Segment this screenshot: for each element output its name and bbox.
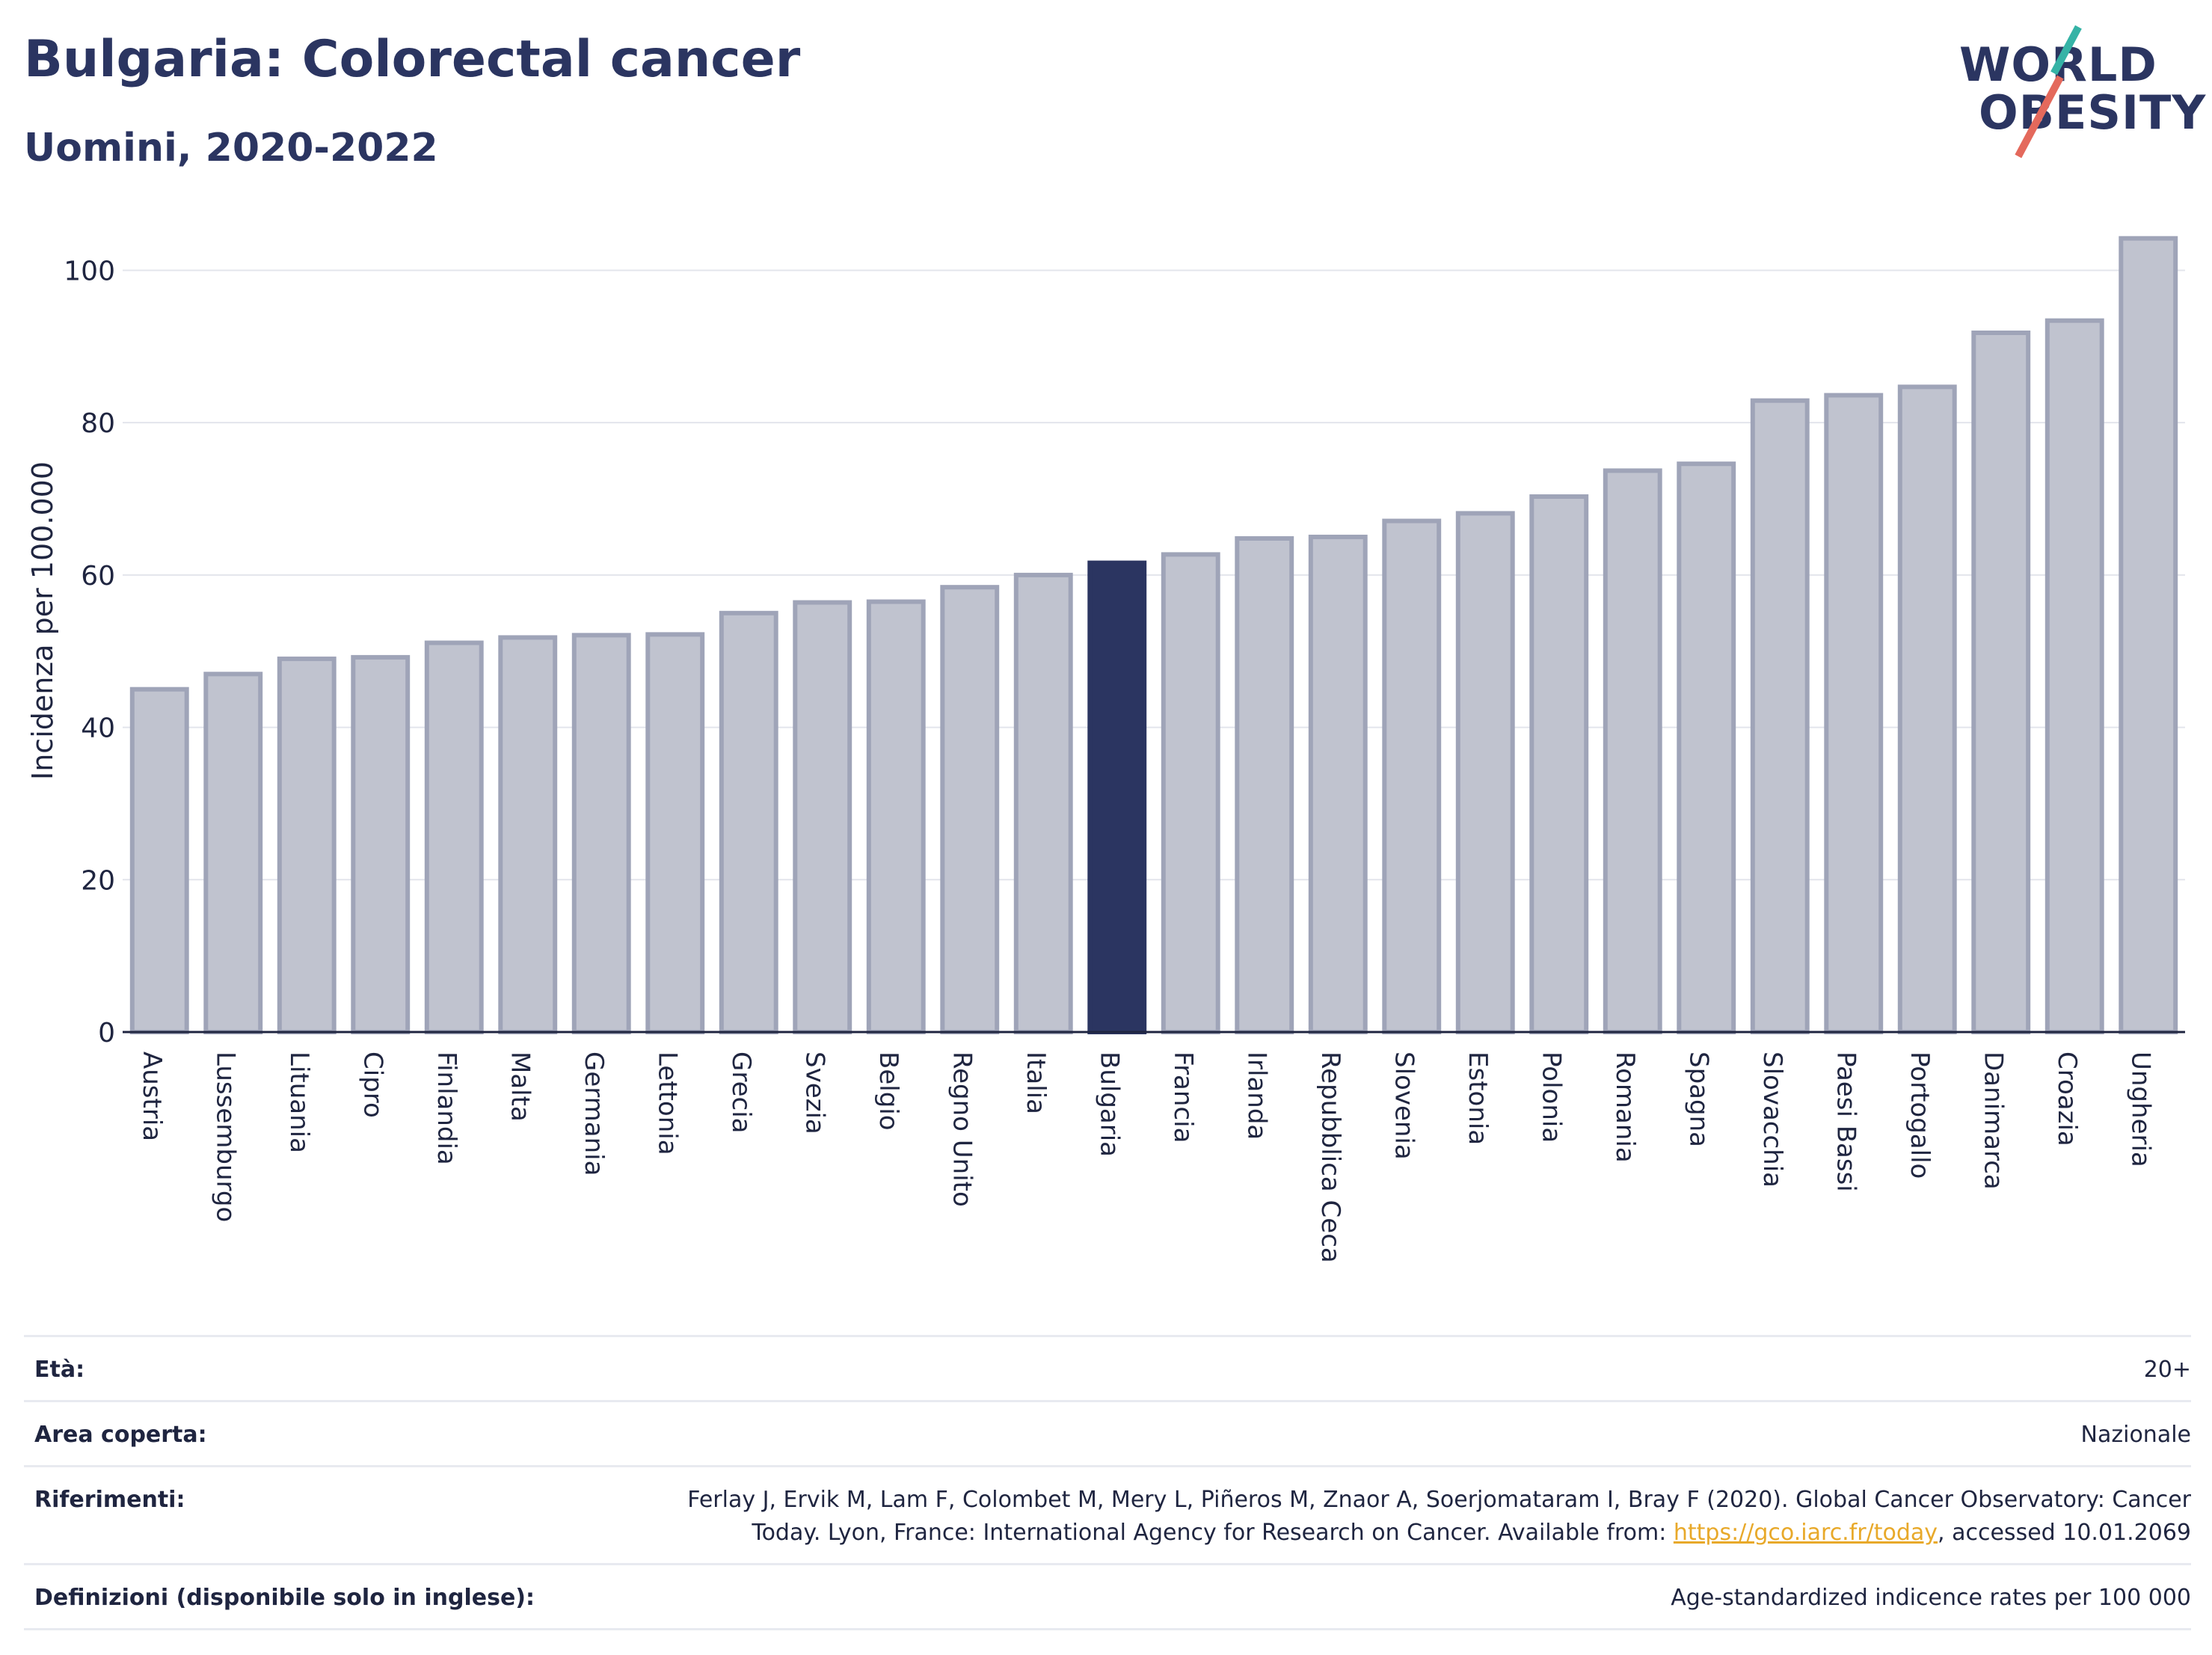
x-tick-label: Spagna — [1683, 1051, 1713, 1147]
x-tick-label: Germania — [579, 1051, 609, 1176]
references-line1: Ferlay J, Ervik M, Lam F, Colombet M, Me… — [687, 1487, 2191, 1513]
x-tick-label: Slovacchia — [1757, 1051, 1787, 1188]
references-line2-prefix: Today. Lyon, France: International Agenc… — [752, 1520, 1674, 1546]
info-row-definitions: Definizioni (disponibile solo in inglese… — [24, 1563, 2191, 1630]
chart-title: Bulgaria: Colorectal cancer — [24, 30, 801, 89]
bar-ungheria[interactable] — [2119, 236, 2178, 1034]
bars — [129, 236, 2178, 1035]
info-table: Età: 20+ Area coperta: Nazionale Riferim… — [24, 1335, 2191, 1630]
references-line2-suffix: , accessed 10.01.2069 — [1938, 1520, 2191, 1546]
x-tick-label: Finlandia — [431, 1051, 461, 1165]
x-tick-label: Portogallo — [1905, 1051, 1935, 1179]
y-axis-label: Incidenza per 100.000 — [26, 461, 59, 780]
x-tick-label: Danimarca — [1978, 1051, 2008, 1190]
y-tick-label: 60 — [81, 561, 115, 592]
bar-portogallo[interactable] — [1897, 384, 1957, 1034]
x-tick-label: Croazia — [2052, 1051, 2082, 1146]
bar-croazia[interactable] — [2044, 318, 2104, 1035]
bar-lussemburgo[interactable] — [203, 672, 263, 1035]
info-label-references: Riferimenti: — [34, 1487, 185, 1513]
y-tick-label: 20 — [81, 865, 115, 896]
bar-bulgaria[interactable] — [1087, 560, 1147, 1034]
bar-finlandia[interactable] — [424, 640, 484, 1034]
x-tick-label: Francia — [1168, 1051, 1198, 1143]
x-tick-label: Bulgaria — [1094, 1051, 1124, 1157]
bar-malta[interactable] — [498, 635, 558, 1034]
x-tick-label: Grecia — [726, 1051, 756, 1133]
bar-repubblica-ceca[interactable] — [1308, 534, 1368, 1034]
references-link[interactable]: https://gco.iarc.fr/today — [1673, 1520, 1938, 1546]
info-row-area: Area coperta: Nazionale — [24, 1400, 2191, 1465]
info-label-definitions: Definizioni (disponibile solo in inglese… — [34, 1585, 535, 1611]
world-obesity-logo: WORLD OBESITY — [1944, 21, 2205, 163]
x-tick-label: Malta — [505, 1051, 535, 1122]
bar-regno-unito[interactable] — [940, 585, 1000, 1034]
info-value-definitions: Age-standardized indicence rates per 100… — [1671, 1585, 2191, 1611]
x-tick-label: Paesi Bassi — [1831, 1051, 1861, 1192]
bar-romania[interactable] — [1603, 468, 1662, 1034]
bar-spagna[interactable] — [1677, 461, 1736, 1034]
x-tick-label: Irlanda — [1241, 1051, 1271, 1140]
info-value-references: Ferlay J, Ervik M, Lam F, Colombet M, Me… — [687, 1484, 2191, 1550]
x-tick-label: Lettonia — [652, 1051, 682, 1155]
x-tick-label: Svezia — [799, 1051, 829, 1134]
x-tick-label: Austria — [137, 1051, 167, 1141]
info-label-age: Età: — [34, 1357, 85, 1383]
x-tick-label: Lituania — [284, 1051, 314, 1153]
x-tick-label: Belgio — [873, 1051, 903, 1131]
chart-subtitle: Uomini, 2020-2022 — [24, 126, 438, 171]
info-label-area: Area coperta: — [34, 1422, 207, 1448]
bar-paesi-bassi[interactable] — [1824, 393, 1884, 1034]
x-tick-label: Regno Unito — [947, 1051, 977, 1207]
bar-germania[interactable] — [571, 633, 631, 1034]
bar-estonia[interactable] — [1455, 511, 1515, 1034]
info-value-age: 20+ — [2143, 1357, 2191, 1383]
bar-lituania[interactable] — [277, 656, 337, 1034]
bar-austria[interactable] — [129, 687, 189, 1035]
bar-slovacchia[interactable] — [1750, 398, 1810, 1034]
info-value-area: Nazionale — [2080, 1422, 2191, 1448]
x-tick-label: Ungheria — [2125, 1051, 2155, 1167]
x-tick-label: Polonia — [1536, 1051, 1566, 1143]
y-tick-label: 80 — [81, 408, 115, 439]
info-row-references: Riferimenti: Ferlay J, Ervik M, Lam F, C… — [24, 1465, 2191, 1563]
bar-irlanda[interactable] — [1235, 536, 1294, 1034]
y-tick-label: 100 — [64, 256, 115, 286]
bar-grecia[interactable] — [719, 610, 778, 1034]
x-tick-label: Lussemburgo — [210, 1051, 240, 1222]
bar-danimarca[interactable] — [1971, 331, 2031, 1034]
bar-cipro[interactable] — [351, 654, 411, 1035]
bar-belgio[interactable] — [866, 599, 926, 1034]
bar-lettonia[interactable] — [645, 632, 705, 1034]
bar-chart: 0 20 40 60 80 100 Austria Lussemburgo Lituania Ci… — [26, 236, 2185, 1263]
bar-slovenia[interactable] — [1382, 518, 1442, 1034]
x-tick-label: Slovenia — [1389, 1051, 1419, 1160]
info-row-age: Età: 20+ — [24, 1335, 2191, 1400]
y-tick-label: 40 — [81, 713, 115, 744]
x-tick-label: Italia — [1021, 1051, 1051, 1114]
x-tick-label: Cipro — [357, 1051, 387, 1118]
logo-word-obesity: OBESITY — [1979, 85, 2207, 140]
bar-francia[interactable] — [1161, 552, 1220, 1034]
bar-polonia[interactable] — [1529, 494, 1589, 1034]
y-tick-label: 0 — [98, 1018, 115, 1048]
x-tick-label: Romania — [1610, 1051, 1640, 1163]
bar-italia[interactable] — [1013, 572, 1073, 1034]
bar-svezia[interactable] — [793, 600, 852, 1034]
x-tick-label: Estonia — [1463, 1051, 1493, 1145]
axes: 0 20 40 60 80 100 Austria Lussemburgo Lituania Ci… — [64, 256, 2185, 1263]
x-tick-label: Repubblica Ceca — [1315, 1051, 1345, 1263]
